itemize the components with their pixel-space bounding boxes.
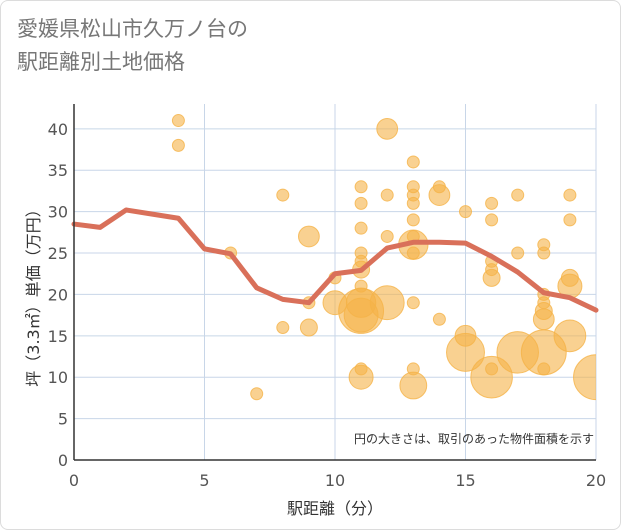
data-bubble [511,246,525,260]
bubble-size-note: 円の大きさは、取引のあった物件面積を示す [354,431,594,446]
x-axis-label: 駅距離（分） [287,499,383,518]
y-tick-label: 40 [48,120,68,139]
data-bubble [482,268,501,287]
data-bubble [537,362,551,376]
y-tick-label: 35 [48,161,68,180]
data-bubble [485,213,499,227]
y-tick-label: 5 [58,410,68,429]
data-bubble [537,246,551,260]
x-tick-label: 15 [455,471,475,490]
data-bubble [553,319,587,353]
data-bubble [406,246,420,260]
x-tick-label: 20 [586,471,606,490]
data-bubble [563,188,577,202]
tick-labels: 0 5 10 15 20 0 5 10 15 20 25 30 35 40 [48,120,607,490]
data-bubble [511,188,525,202]
data-bubble [406,296,420,310]
data-bubble [171,138,185,152]
data-bubble [376,117,399,140]
axes [73,104,596,461]
data-bubble [485,196,499,210]
data-bubble [276,321,290,335]
data-bubble [299,318,318,337]
data-bubble [563,213,577,227]
x-tick-label: 5 [199,471,209,490]
trend-line-layer [71,207,599,313]
y-tick-label: 25 [48,244,68,263]
data-bubble [428,184,451,206]
data-bubble [446,332,485,372]
chart-title: 愛媛県松山市久万ノ台の 駅距離別土地価格 [17,13,437,79]
grid-lines [74,104,597,460]
data-bubble [532,308,555,331]
data-bubble [406,196,420,210]
average-price-line [71,207,599,313]
data-bubble [432,312,446,326]
y-tick-label: 20 [48,285,68,304]
data-bubble [406,155,420,169]
data-bubble [459,205,472,219]
data-bubble [380,188,394,202]
y-tick-label: 10 [48,368,68,387]
data-bubble [171,114,185,128]
chart-title-line-1: 愛媛県松山市久万ノ台の [17,17,248,41]
x-tick-label: 0 [69,471,79,490]
data-bubble [354,180,368,194]
chart-title-line-2: 駅距離別土地価格 [17,50,185,74]
y-tick-label: 0 [58,451,68,470]
y-tick-label: 15 [48,327,68,346]
data-bubble [406,213,420,227]
bubble-layer [171,114,596,401]
data-bubble [354,196,368,210]
x-tick-label: 10 [325,471,345,490]
data-bubble [573,354,596,401]
data-bubble [380,229,394,243]
data-bubble [354,221,368,235]
data-bubble [369,285,405,321]
data-bubble [298,225,320,248]
data-bubble [399,371,428,400]
data-bubble [470,355,513,399]
y-tick-label: 30 [48,203,68,222]
data-bubble [348,364,374,390]
data-bubble [276,188,290,202]
data-bubble [250,387,264,401]
y-axis-label: 坪（3.3㎡）単価（万円） [24,201,43,386]
